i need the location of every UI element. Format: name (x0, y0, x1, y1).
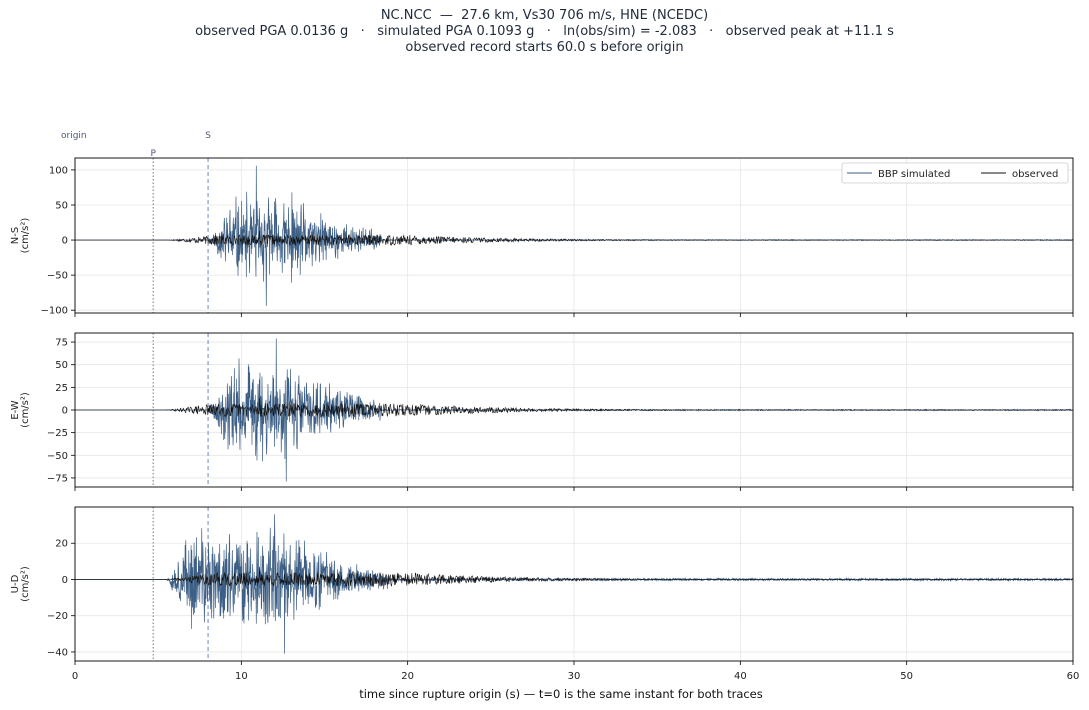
y-tick-label: −40 (47, 647, 68, 658)
y-axis-label-ud: (cm/s²) (20, 566, 31, 602)
y-tick-label: −25 (47, 428, 68, 439)
y-axis-label-ew: E-W (10, 400, 21, 420)
x-tick-label: 50 (900, 671, 913, 682)
y-axis-label-ud: U-D (10, 574, 21, 593)
legend-box (841, 162, 1069, 184)
y-tick-label: 50 (55, 360, 68, 371)
marker-label-P: P (150, 149, 156, 159)
x-tick-label: 30 (568, 671, 581, 682)
chart-title-block: NC.NCC — 27.6 km, Vs30 706 m/s, HNE (NCE… (0, 8, 1089, 56)
observed-trace-ew (75, 397, 1073, 418)
y-tick-label: 50 (55, 200, 68, 211)
x-tick-label: 40 (734, 671, 747, 682)
y-tick-label: 25 (55, 383, 68, 394)
marker-label-S: S (205, 131, 211, 141)
y-tick-label: 100 (49, 165, 68, 176)
legend-label-observed: observed (1012, 169, 1058, 180)
marker-label-origin: origin (61, 131, 87, 141)
x-tick-label: 60 (1067, 671, 1080, 682)
x-tick-label: 20 (401, 671, 414, 682)
observed-trace-ud (75, 566, 1073, 587)
y-tick-label: 75 (55, 338, 68, 349)
title-line-3: observed record starts 60.0 s before ori… (405, 40, 684, 55)
y-tick-label: −50 (47, 271, 68, 282)
y-tick-label: −20 (47, 611, 68, 622)
y-tick-label: 0 (62, 236, 68, 247)
title-line-2: observed PGA 0.0136 g · simulated PGA 0.… (195, 24, 894, 39)
title-line-1: NC.NCC — 27.6 km, Vs30 706 m/s, HNE (NCE… (380, 8, 709, 23)
y-tick-label: 20 (55, 539, 68, 550)
y-axis-label-ew: (cm/s²) (20, 392, 31, 428)
y-tick-label: −50 (47, 451, 68, 462)
y-tick-label: 0 (62, 406, 68, 417)
y-axis-label-ns: N-S (10, 227, 21, 244)
x-tick-label: 10 (235, 671, 248, 682)
y-axis-label-ns: (cm/s²) (20, 218, 31, 254)
y-tick-label: −100 (41, 306, 68, 317)
x-tick-label: 0 (72, 671, 78, 682)
y-tick-label: −75 (47, 473, 68, 484)
y-tick-label: 0 (62, 575, 68, 586)
observed-trace-ns (75, 230, 1073, 247)
legend-label-simulated: BBP simulated (878, 169, 950, 180)
x-axis-label: time since rupture origin (s) — t=0 is t… (359, 687, 763, 701)
